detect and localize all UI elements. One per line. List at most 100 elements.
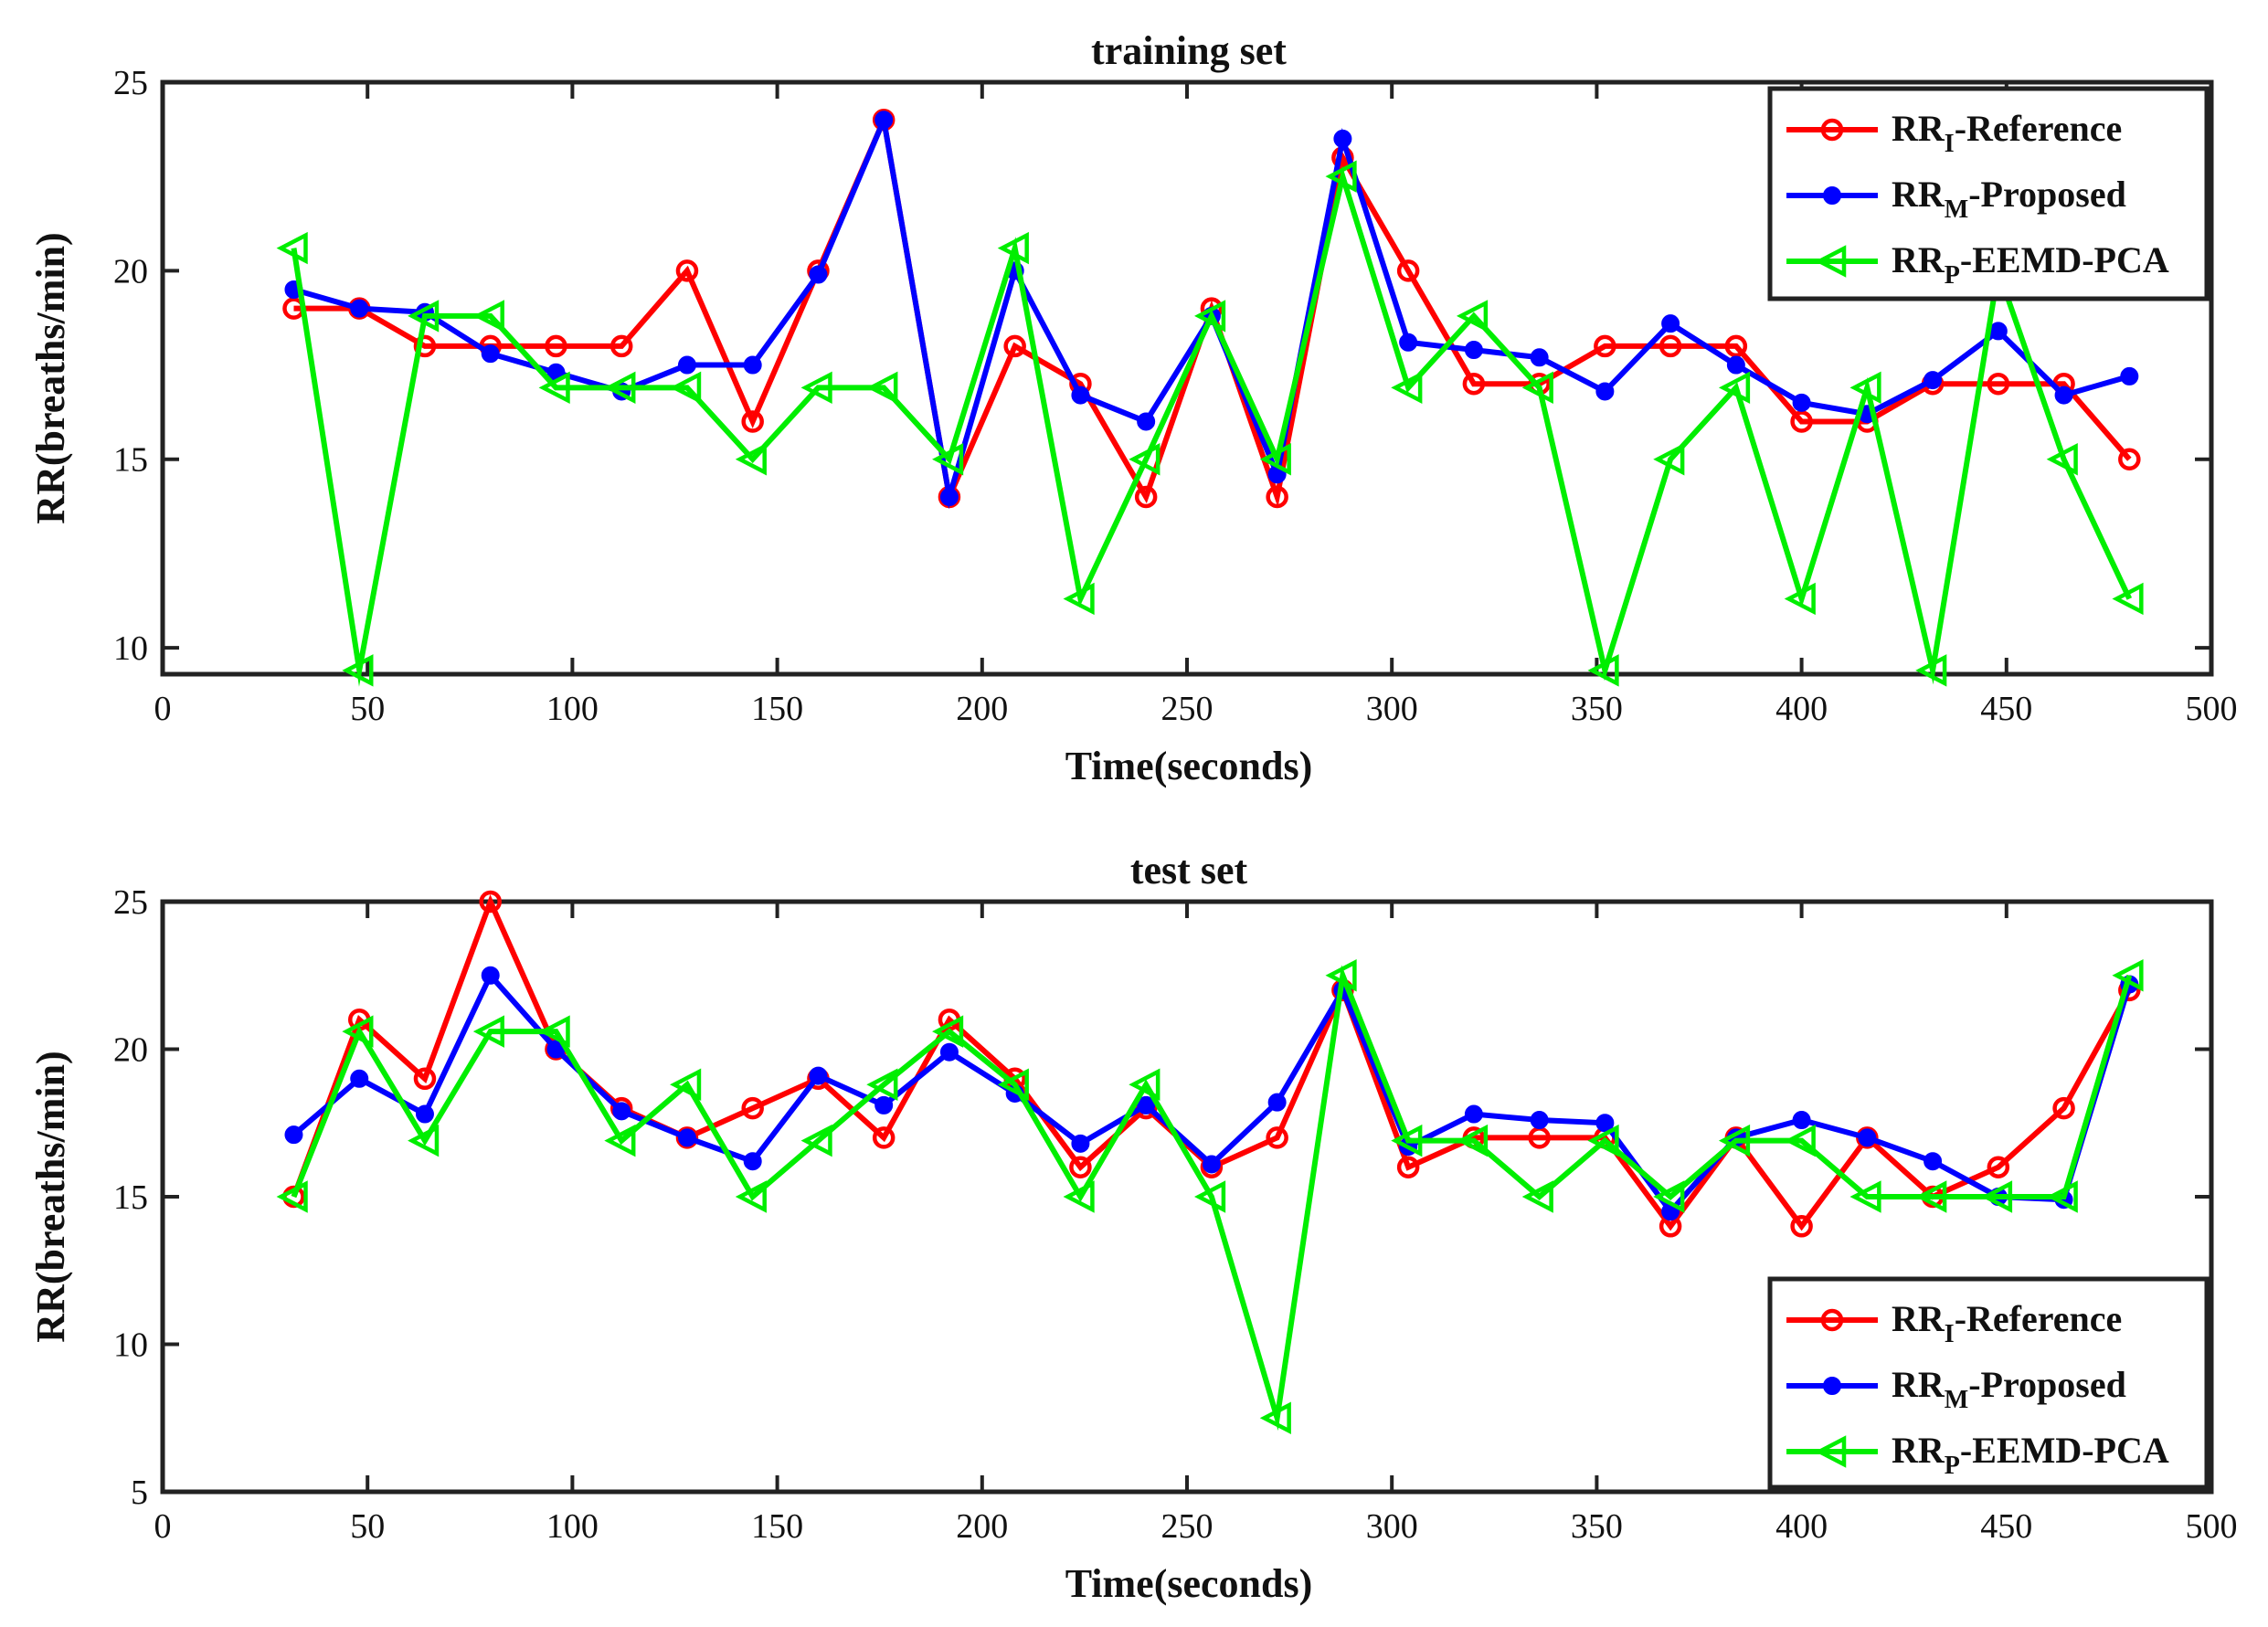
data-point — [538, 1015, 570, 1048]
legend-label: RRI-Reference — [1892, 1298, 2122, 1348]
data-point — [741, 410, 764, 433]
data-point — [809, 1066, 828, 1085]
data-point — [604, 1124, 636, 1157]
legend-label-sub: I — [1945, 130, 1955, 158]
data-point — [1071, 386, 1090, 405]
x-tick-label: 400 — [1775, 690, 1828, 728]
legend-label-main: RR — [1892, 1298, 1945, 1339]
data-point — [1325, 160, 1357, 193]
data-point — [1137, 412, 1156, 431]
data-point — [1462, 372, 1486, 396]
data-point — [479, 890, 502, 914]
data-point — [1915, 1180, 1947, 1213]
data-point — [997, 1068, 1029, 1101]
data-point — [1194, 1180, 1226, 1213]
data-point — [1521, 371, 1553, 405]
data-point — [276, 1180, 308, 1213]
data-point — [538, 371, 570, 405]
y-tick-label: 15 — [113, 441, 148, 480]
legend-label-main: RR — [1892, 1364, 1945, 1405]
data-point — [939, 1042, 959, 1062]
legend-label-sub: I — [1945, 1320, 1955, 1348]
data-point — [472, 300, 504, 333]
data-point — [413, 334, 437, 358]
data-point — [735, 443, 767, 476]
data-point — [1137, 1095, 1156, 1115]
data-point — [1790, 410, 1813, 433]
legend-label: RRI-Reference — [1892, 108, 2122, 158]
data-point — [350, 299, 369, 318]
data-point — [1790, 1215, 1813, 1238]
data-point — [2118, 448, 2141, 470]
x-tick-label: 100 — [546, 1507, 599, 1546]
data-point — [1063, 582, 1095, 616]
legend-label-sub: P — [1945, 261, 1960, 290]
x-axis-title: Time(seconds) — [1065, 1561, 1313, 1606]
data-point — [609, 334, 633, 358]
legend-label-rest: -EEMD-PCA — [1960, 239, 2169, 280]
data-point — [1129, 443, 1160, 476]
data-point — [2046, 1180, 2078, 1213]
data-point — [415, 1104, 434, 1124]
data-point — [413, 1067, 437, 1091]
data-point — [1194, 300, 1226, 333]
data-point — [1653, 1180, 1685, 1213]
data-point — [1399, 333, 1418, 352]
x-tick-label: 300 — [1366, 1507, 1418, 1546]
x-tick-label: 400 — [1775, 1507, 1828, 1546]
data-point — [1792, 393, 1811, 412]
x-tick-label: 200 — [956, 690, 1008, 728]
data-point — [1333, 129, 1352, 148]
data-point — [735, 1180, 767, 1213]
data-point — [1784, 582, 1816, 616]
data-point — [1587, 1124, 1619, 1157]
data-point — [1924, 371, 1943, 390]
data-point — [1594, 334, 1616, 358]
data-point — [1661, 314, 1680, 333]
x-axis-title: Time(seconds) — [1065, 744, 1313, 788]
series-3 — [276, 160, 2144, 687]
data-point — [1987, 1156, 2010, 1178]
data-point — [932, 443, 964, 476]
x-tick-label: 450 — [1980, 690, 2032, 728]
data-point — [1784, 1124, 1816, 1157]
data-point — [1071, 1134, 1090, 1153]
data-point — [1325, 959, 1357, 992]
legend-swatch-marker — [1820, 1308, 1844, 1332]
chart-title: training set — [1091, 28, 1287, 73]
data-point — [1391, 1124, 1423, 1157]
data-point — [743, 1152, 762, 1171]
legend-label-rest: -EEMD-PCA — [1960, 1430, 2169, 1471]
y-tick-label: 10 — [113, 1326, 148, 1365]
series-line — [291, 165, 2133, 687]
legend-label: RRM-Proposed — [1892, 1364, 2126, 1414]
legend-label-sub: P — [1945, 1452, 1960, 1480]
data-point — [1069, 1156, 1092, 1178]
data-point — [1266, 485, 1288, 509]
data-point — [1724, 334, 1748, 358]
data-point — [1595, 1114, 1615, 1133]
data-point — [1530, 1111, 1549, 1130]
data-point — [1718, 1124, 1751, 1157]
x-tick-label: 250 — [1161, 690, 1213, 728]
data-point — [1726, 355, 1745, 375]
data-point — [670, 371, 702, 405]
data-point — [872, 1126, 896, 1149]
chart-panel-1: 0 50 100 150 200 250 300 350 400 450 500 10 15 20 25 tr… — [28, 28, 2238, 788]
data-point — [472, 1015, 504, 1048]
data-point — [1134, 485, 1158, 509]
legend-swatch-marker — [1815, 245, 1847, 278]
data-point — [874, 111, 894, 130]
legend-label-rest: -Proposed — [1968, 1364, 2126, 1405]
data-point — [1849, 1180, 1881, 1213]
data-point — [800, 371, 832, 405]
data-point — [677, 1128, 696, 1147]
data-point — [1003, 334, 1026, 358]
series-line — [291, 965, 2133, 1432]
data-point — [408, 300, 440, 333]
legend-label: RRP-EEMD-PCA — [1892, 1430, 2169, 1480]
legend-swatch-marker — [1823, 1377, 1841, 1395]
data-point — [1259, 1401, 1291, 1434]
